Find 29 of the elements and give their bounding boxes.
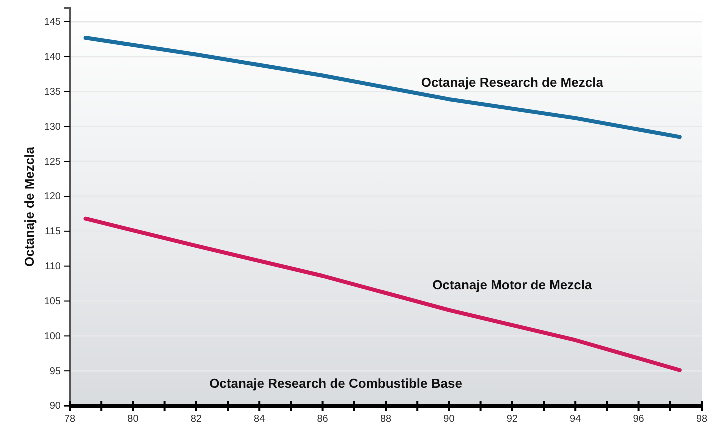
y-axis-title: Octanaje de Mezcla	[22, 146, 37, 267]
x-tick-label: 80	[128, 414, 140, 426]
x-tick-label: 96	[633, 414, 645, 426]
y-tick-label: 135	[44, 86, 62, 98]
x-tick-label: 84	[254, 414, 266, 426]
x-tick-label: 78	[64, 414, 76, 426]
y-tick-label: 110	[45, 262, 62, 273]
y-tick-label: 120	[44, 192, 62, 203]
y-tick-label: 95	[50, 366, 62, 378]
y-tick-label: 145	[44, 17, 62, 28]
series-label: Octanaje Research de Mezcla	[421, 74, 604, 90]
y-tick-label: 100	[44, 331, 62, 342]
x-tick-label: 90	[444, 414, 456, 426]
y-tick-label: 140	[44, 52, 62, 64]
y-tick-label: 105	[44, 296, 62, 308]
y-tick-label: 90	[50, 401, 62, 412]
series-label: Octanaje Motor de Mezcla	[432, 277, 593, 292]
x-axis-title: Octanaje Research de Combustible Base	[210, 376, 462, 391]
y-tick-label: 115	[45, 226, 62, 238]
line-series	[84, 216, 682, 372]
x-tick-label: 94	[570, 414, 582, 426]
x-tick-label: 86	[317, 414, 329, 426]
x-tick-label: 98	[696, 414, 708, 426]
x-tick-label: 82	[190, 414, 202, 426]
y-tick-label: 125	[44, 156, 62, 168]
x-tick-label: 88	[380, 414, 392, 426]
x-tick-label: 92	[506, 414, 518, 426]
y-tick-label: 130	[44, 122, 62, 133]
line-series	[84, 36, 682, 140]
